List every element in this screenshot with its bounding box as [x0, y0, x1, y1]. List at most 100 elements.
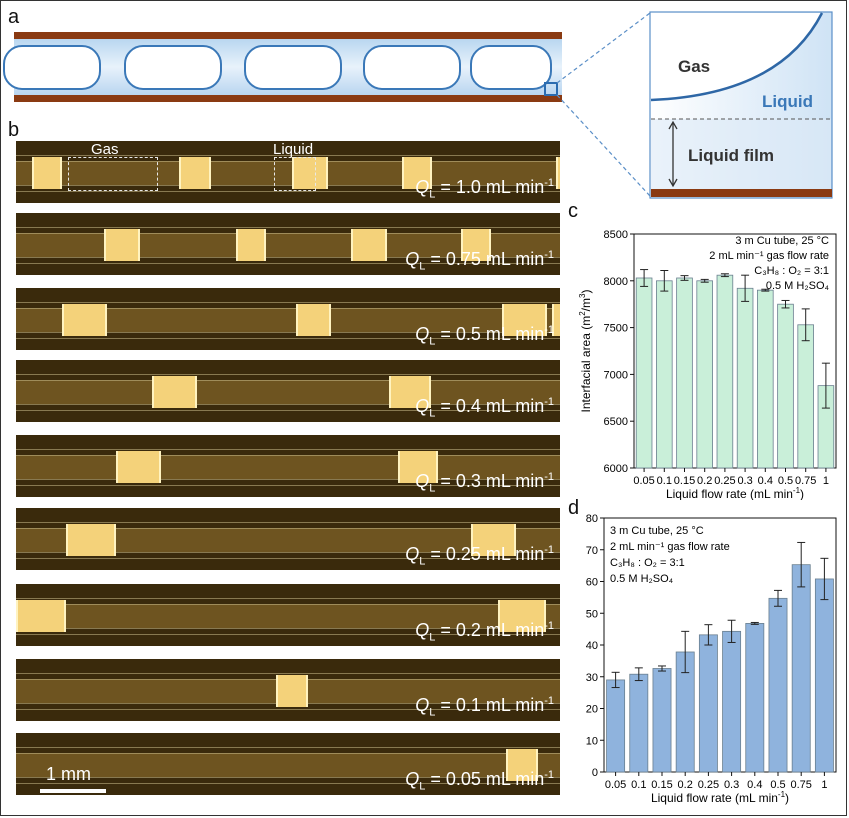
chart-annotation: 2 mL min⁻¹ gas flow rate	[610, 541, 730, 553]
x-tick-label: 0.1	[631, 779, 646, 791]
y-tick-label: 7000	[604, 369, 628, 381]
liquid-slug	[506, 749, 538, 781]
y-tick-label: 70	[586, 545, 598, 557]
channel-line	[16, 161, 560, 162]
micrograph-strip: QL = 0.1 mL min-1	[16, 659, 560, 721]
liquid-label: Liquid	[762, 92, 813, 111]
bar	[629, 673, 649, 773]
liquid-slug	[179, 157, 211, 189]
x-tick-label: 0.3	[737, 475, 752, 487]
liquid-slug	[32, 157, 62, 189]
panel-label-a: a	[8, 6, 20, 28]
chart-annotation: 3 m Cu tube, 25 °C	[735, 235, 829, 247]
bar	[606, 679, 626, 773]
x-tick-label: 0.2	[697, 475, 712, 487]
x-tick-label: 0.05	[605, 779, 626, 791]
highlight-box	[274, 157, 316, 191]
bar	[676, 277, 693, 469]
channel-line	[16, 380, 560, 381]
bar	[722, 630, 742, 773]
channel-line	[16, 308, 560, 309]
scale-bar	[40, 789, 106, 793]
liquid-slug	[276, 675, 308, 707]
panel-label-d: d	[568, 497, 580, 519]
channel-line	[16, 628, 560, 629]
channel-line	[16, 263, 560, 264]
x-tick-label: 1	[823, 475, 829, 487]
channel-line	[16, 485, 560, 486]
gas-bubble	[470, 45, 552, 90]
liquid-slug	[116, 451, 161, 483]
y-tick-label: 80	[586, 513, 598, 525]
liquid-slug	[398, 451, 438, 483]
gas-bubble	[124, 45, 222, 90]
y-tick-label: 40	[586, 640, 598, 652]
flow-rate-label: QL = 0.1 mL min-1	[415, 695, 554, 719]
channel-line	[16, 598, 560, 599]
x-tick-label: 0.4	[758, 475, 773, 487]
channel-line	[16, 528, 560, 529]
bar	[814, 578, 834, 773]
channel-line	[16, 552, 560, 553]
bar	[736, 287, 754, 469]
flow-rate-label: QL = 0.3 mL min-1	[415, 471, 554, 495]
x-tick-label: 0.25	[714, 475, 735, 487]
liquid-slug	[552, 304, 560, 336]
zoom-gas-region	[651, 13, 822, 100]
channel-line	[16, 302, 560, 303]
channel-line	[16, 185, 560, 186]
liquid-slug	[389, 376, 431, 408]
y-tick-label: 6500	[604, 416, 628, 428]
x-tick-label: 0.4	[747, 779, 762, 791]
chart-annotation: C₃H₈ : O₂ = 3:1	[754, 265, 829, 277]
bar	[635, 277, 653, 469]
gas-bubble	[3, 45, 101, 90]
chart-annotation: C₃H₈ : O₂ = 3:1	[610, 557, 685, 569]
bar	[791, 564, 811, 773]
y-tick-label: 8000	[604, 276, 628, 288]
micrograph-strip: QL = 0.05 mL min-1	[16, 733, 560, 795]
tube-top-wall	[14, 32, 562, 39]
micrograph-strip: QL = 0.2 mL min-1	[16, 584, 560, 646]
zoom-film-region	[651, 119, 831, 189]
y-tick-label: 60	[586, 577, 598, 589]
liquid-slug	[502, 304, 547, 336]
channel-line	[16, 257, 560, 258]
x-tick-label: 0.75	[795, 475, 816, 487]
micrograph-strip: QL = 0.25 mL min-1	[16, 508, 560, 570]
channel-line	[16, 673, 560, 674]
liquid-slug	[498, 600, 546, 632]
y-tick-label: 50	[586, 608, 598, 620]
micrograph-strip: QL = 1.0 mL min-1 Gas Liquid	[16, 141, 560, 203]
channel-line	[16, 449, 560, 450]
x-axis-label: Liquid flow rate (mL min-1)	[651, 790, 789, 805]
channel-line	[16, 233, 560, 234]
schematic-tube: Gas Liquid Liquid film	[3, 11, 833, 199]
channel-band	[16, 161, 560, 185]
channel-line	[16, 604, 560, 605]
micrograph-strip: QL = 0.3 mL min-1	[16, 435, 560, 497]
micrograph-strip: QL = 0.5 mL min-1	[16, 288, 560, 350]
chart-annotation: 3 m Cu tube, 25 °C	[610, 525, 704, 537]
zoom-wall	[651, 189, 832, 197]
channel-line	[16, 709, 560, 710]
panel-label-b: b	[8, 119, 20, 141]
channel-line	[16, 410, 560, 411]
tube-bottom-wall	[14, 95, 562, 102]
flow-rate-label: QL = 1.0 mL min-1	[415, 177, 554, 201]
x-tick-label: 1	[821, 779, 827, 791]
channel-line	[16, 479, 560, 480]
channel-line	[16, 747, 560, 748]
channel-line	[16, 777, 560, 778]
gas-bubble	[363, 45, 461, 90]
flow-rate-label: QL = 0.5 mL min-1	[415, 324, 554, 348]
channel-line	[16, 191, 560, 192]
channel-line	[16, 374, 560, 375]
zoom-marker	[544, 82, 558, 96]
channel-line	[16, 227, 560, 228]
y-tick-label: 8500	[604, 229, 628, 241]
x-tick-label: 0.5	[778, 475, 793, 487]
x-tick-label: 0.25	[698, 779, 719, 791]
liquid-slug	[236, 229, 266, 261]
